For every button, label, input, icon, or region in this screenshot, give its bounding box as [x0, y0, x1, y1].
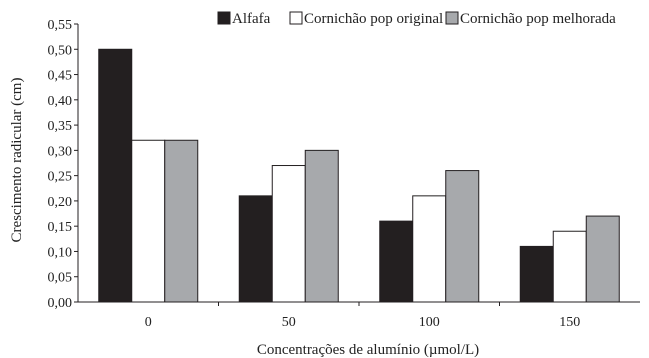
- y-tick-label: 0,15: [48, 220, 73, 235]
- legend-swatch: [217, 11, 231, 25]
- x-tick-label: 50: [282, 315, 296, 330]
- y-tick-label: 0,35: [48, 119, 73, 134]
- y-tick-label: 0,00: [48, 296, 73, 311]
- legend-label: Cornichão pop melhorada: [460, 11, 616, 27]
- y-axis-title: Crescimento radicular (cm): [9, 78, 25, 243]
- y-tick-label: 0,40: [48, 94, 73, 109]
- bar-cornich-o-pop-original-0: [131, 139, 166, 303]
- bar-alfafa-0: [98, 48, 133, 303]
- y-tick-label: 0,25: [48, 170, 73, 185]
- bar-cornich-o-pop-melhorada-50: [304, 149, 339, 303]
- y-tick-label: 0,20: [48, 195, 73, 210]
- bar-alfafa-100: [379, 220, 414, 303]
- legend-label: Cornichão pop original: [304, 11, 443, 27]
- y-tick-label: 0,50: [48, 43, 73, 58]
- bar-cornich-o-pop-melhorada-150: [585, 215, 620, 303]
- y-tick-label: 0,45: [48, 69, 73, 84]
- legend-swatch: [445, 11, 459, 25]
- bars-group: [98, 48, 620, 303]
- x-tick-label: 150: [559, 315, 580, 330]
- legend-label: Alfafa: [232, 11, 271, 27]
- x-axis-title: Concentrações de alumínio (µmol/L): [257, 342, 479, 358]
- bar-cornich-o-pop-original-50: [271, 165, 306, 303]
- bar-cornich-o-pop-melhorada-100: [445, 170, 480, 303]
- x-tick-label: 0: [145, 315, 152, 330]
- legend: Alfafa Cornichão pop original Cornichão po…: [217, 11, 616, 27]
- x-tick-label: 100: [419, 315, 440, 330]
- bar-cornich-o-pop-original-100: [412, 195, 447, 303]
- x-axis: 0 50 100 150: [145, 302, 580, 330]
- bar-alfafa-50: [238, 195, 273, 303]
- legend-swatch: [289, 11, 303, 25]
- y-tick-label: 0,10: [48, 245, 73, 260]
- y-axis: 0,00 0,05 0,10 0,15 0,20 0,25 0,30 0,35 0,40 0,45…: [48, 18, 78, 311]
- bar-alfafa-150: [519, 245, 554, 303]
- y-tick-label: 0,05: [48, 271, 73, 286]
- bar-cornich-o-pop-original-150: [552, 230, 587, 303]
- y-tick-label: 0,55: [48, 18, 73, 33]
- bar-cornich-o-pop-melhorada-0: [164, 139, 199, 303]
- y-tick-label: 0,30: [48, 144, 73, 159]
